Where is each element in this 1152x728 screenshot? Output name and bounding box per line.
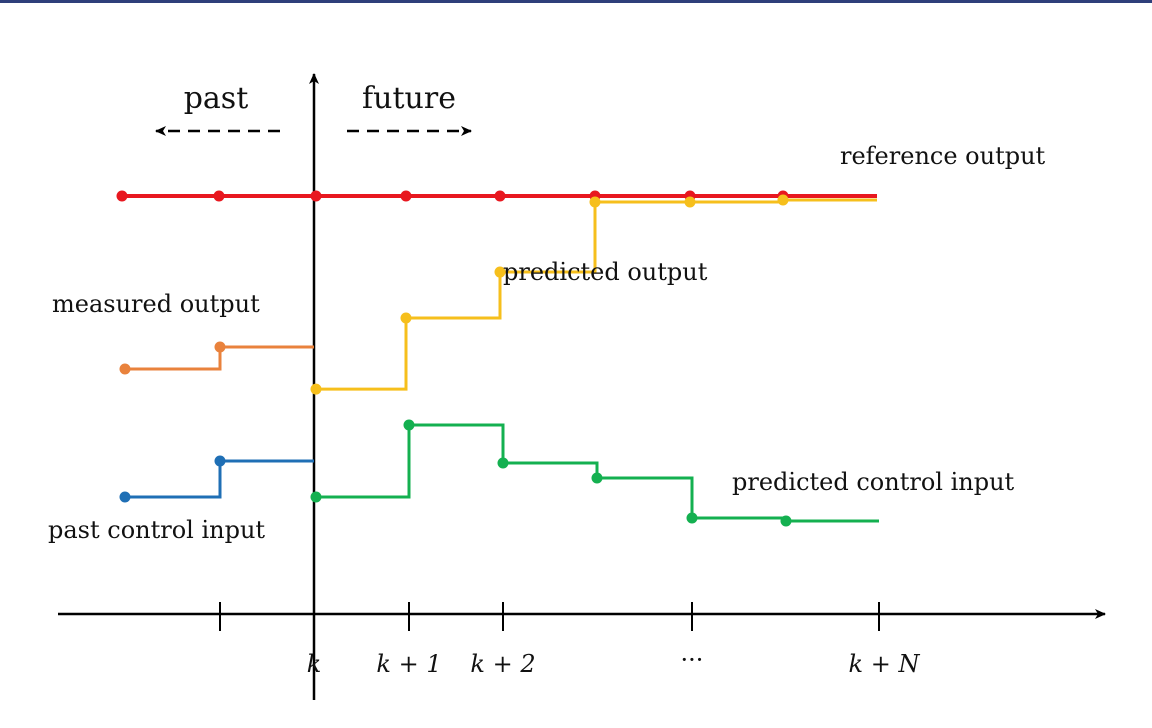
predicted-control-input-label: predicted control input xyxy=(732,468,1015,496)
reference-output-point xyxy=(494,190,506,202)
predicted-control-input-point xyxy=(591,472,603,484)
measured-output-line xyxy=(125,345,314,371)
predicted-output-line xyxy=(316,198,877,391)
predicted-output-point xyxy=(684,196,696,208)
measured-output-point xyxy=(214,341,226,353)
tick-label-dots: ··· xyxy=(681,646,704,674)
reference-output-series xyxy=(116,190,877,202)
predicted-output-point xyxy=(400,312,412,324)
axis-tick-marks xyxy=(219,602,880,631)
tick-label-k2: k + 2 xyxy=(470,650,535,678)
reference-output-point xyxy=(310,190,322,202)
predicted-control-input-point xyxy=(497,457,509,469)
predicted-control-input-series xyxy=(310,419,879,527)
predicted-output-point xyxy=(494,266,506,278)
past-control-input-point xyxy=(119,491,131,503)
predicted-control-input-point xyxy=(686,512,698,524)
tick-label-k1: k + 1 xyxy=(376,650,441,678)
past-label: past xyxy=(184,81,249,116)
measured-output-point xyxy=(119,363,131,375)
reference-output-point xyxy=(116,190,128,202)
past-control-input-point xyxy=(214,455,226,467)
measured-output-series xyxy=(119,341,314,375)
predicted-output-point xyxy=(777,194,789,206)
predicted-output-point xyxy=(310,383,322,395)
measured-output-label: measured output xyxy=(52,290,260,318)
predicted-output-point xyxy=(589,196,601,208)
past-control-input-label: past control input xyxy=(48,516,265,544)
predicted-output-label: predicted output xyxy=(503,258,708,286)
top-accent-bar xyxy=(0,0,1152,3)
predicted-output-series xyxy=(310,194,877,395)
past-control-input-series xyxy=(119,455,314,503)
reference-output-point xyxy=(400,190,412,202)
reference-output-label: reference output xyxy=(840,142,1046,170)
tick-label-k: k xyxy=(307,650,322,678)
predicted-control-input-point xyxy=(780,515,792,527)
tick-label-kN: k + N xyxy=(849,650,921,678)
past-control-input-line xyxy=(125,459,314,499)
reference-output-point xyxy=(213,190,225,202)
future-label: future xyxy=(362,81,456,116)
predicted-control-input-point xyxy=(403,419,415,431)
predicted-control-input-point xyxy=(310,491,322,503)
